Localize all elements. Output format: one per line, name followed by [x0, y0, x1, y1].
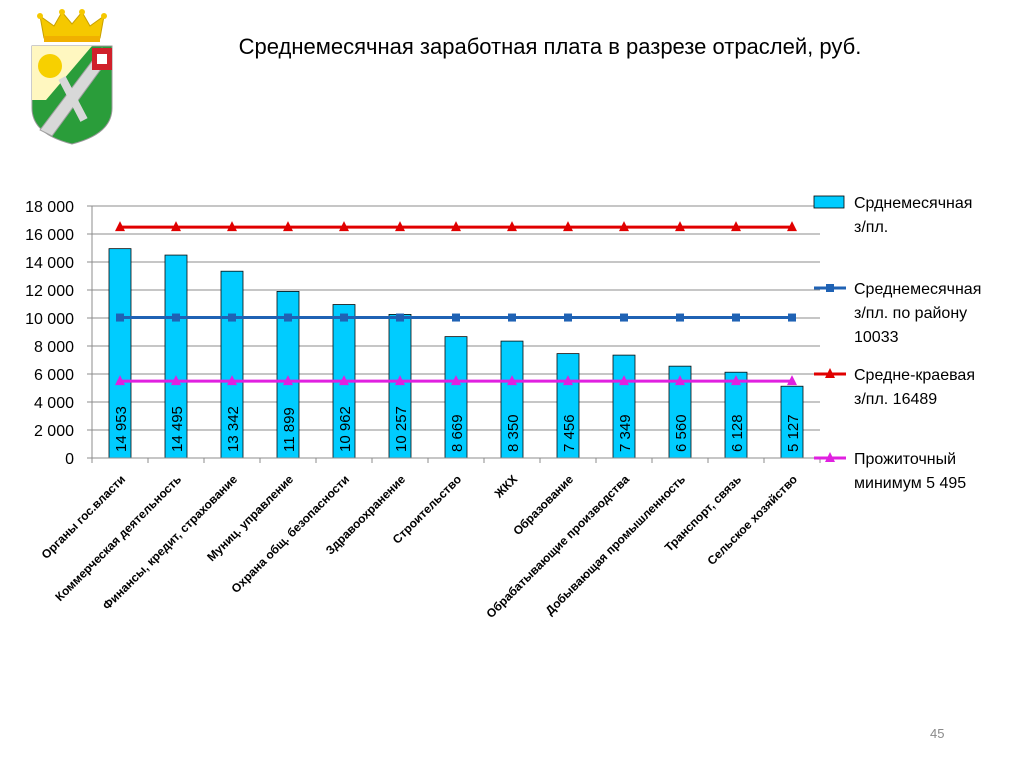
series-point	[732, 313, 740, 322]
y-tick-labels: 0 2 000 4 000 6 000 8 000 10 000 12 000 14 000 1…	[25, 199, 74, 468]
series-point	[563, 221, 573, 232]
x-tick-label: Охрана общ. безопасности	[228, 472, 352, 596]
legend-marker	[826, 284, 834, 292]
legend: Срднемесячная з/пл. Среднемесячная з/пл. по…	[813, 195, 981, 492]
legend-marker	[825, 452, 835, 462]
y-tick-label: 18 000	[25, 199, 74, 216]
y-tick-label: 0	[65, 451, 74, 468]
bar-value-label: 10 257	[393, 406, 410, 452]
series-point	[452, 313, 460, 322]
bar-value-label: 14 495	[169, 406, 186, 452]
bar-value-label: 11 899	[281, 407, 298, 452]
series-point	[395, 375, 405, 386]
series-point	[396, 313, 404, 322]
legend-swatch	[813, 195, 845, 209]
legend-label: Среднемесячная	[854, 281, 981, 298]
reference-lines	[115, 221, 797, 386]
series-point	[115, 375, 125, 386]
series-point	[620, 313, 628, 322]
series-point	[507, 221, 517, 232]
series-point	[564, 313, 572, 322]
bar-value-label: 6 560	[673, 414, 690, 452]
y-tick-label: 8 000	[34, 339, 74, 356]
bar-value-label: 13 342	[225, 406, 242, 452]
series-point	[339, 375, 349, 386]
series-point	[508, 313, 516, 322]
bars: 14 953 14 495 13 342 11 899 10 962 10 257 8 66…	[108, 248, 804, 459]
series-point	[116, 313, 124, 322]
series-point	[171, 375, 181, 386]
legend-label: з/пл.	[854, 219, 888, 236]
legend-label: 10033	[854, 329, 899, 346]
y-tick-label: 2 000	[34, 423, 74, 440]
bar-value-label: 14 953	[113, 406, 130, 452]
page-number: 45	[930, 726, 945, 741]
legend-label: з/пл. 16489	[854, 391, 937, 408]
y-tick-label: 16 000	[25, 227, 74, 244]
legend-label: Срднемесячная	[854, 195, 972, 212]
series-point	[283, 375, 293, 386]
y-tick-label: 6 000	[34, 367, 74, 384]
legend-label: минимум 5 495	[854, 475, 966, 492]
series-point	[507, 375, 517, 386]
series-point	[451, 221, 461, 232]
bar-value-label: 8 350	[505, 414, 522, 452]
series-point	[675, 221, 685, 232]
series-point	[619, 375, 629, 386]
coat-of-arms-icon	[31, 9, 113, 145]
bar-value-label: 5 127	[785, 414, 802, 452]
series-point	[227, 221, 237, 232]
series-point	[731, 221, 741, 232]
y-tick-label: 4 000	[34, 395, 74, 412]
series-point	[788, 313, 796, 322]
bar-value-label: 7 456	[561, 414, 578, 452]
series-point	[171, 221, 181, 232]
series-point	[787, 375, 797, 386]
y-tick-label: 10 000	[25, 311, 74, 328]
x-tick-label: ЖКХ	[491, 472, 520, 501]
series-point	[115, 221, 125, 232]
series-point	[451, 375, 461, 386]
legend-label: з/пл. по району	[854, 305, 967, 322]
bar-value-label: 6 128	[729, 414, 746, 452]
series-point	[676, 313, 684, 322]
series-point	[172, 313, 180, 322]
series-point	[675, 375, 685, 386]
bar-value-label: 7 349	[617, 414, 634, 452]
series-point	[787, 221, 797, 232]
bar-value-label: 8 669	[449, 414, 466, 452]
legend-marker	[825, 368, 835, 378]
series-point	[563, 375, 573, 386]
series-point	[283, 221, 293, 232]
series-point	[228, 313, 236, 322]
axes	[87, 205, 821, 463]
series-point	[340, 313, 348, 322]
y-tick-label: 14 000	[25, 255, 74, 272]
legend-label: Средне-краевая	[854, 367, 975, 384]
series-point	[619, 221, 629, 232]
slide-title: Среднемесячная заработная плата в разрез…	[238, 34, 862, 59]
series-point	[284, 313, 292, 322]
series-point	[731, 375, 741, 386]
bar-value-label: 10 962	[337, 406, 354, 452]
y-tick-label: 12 000	[25, 283, 74, 300]
series-point	[395, 221, 405, 232]
legend-label: Прожиточный	[854, 451, 956, 468]
series-point	[227, 375, 237, 386]
series-point	[339, 221, 349, 232]
